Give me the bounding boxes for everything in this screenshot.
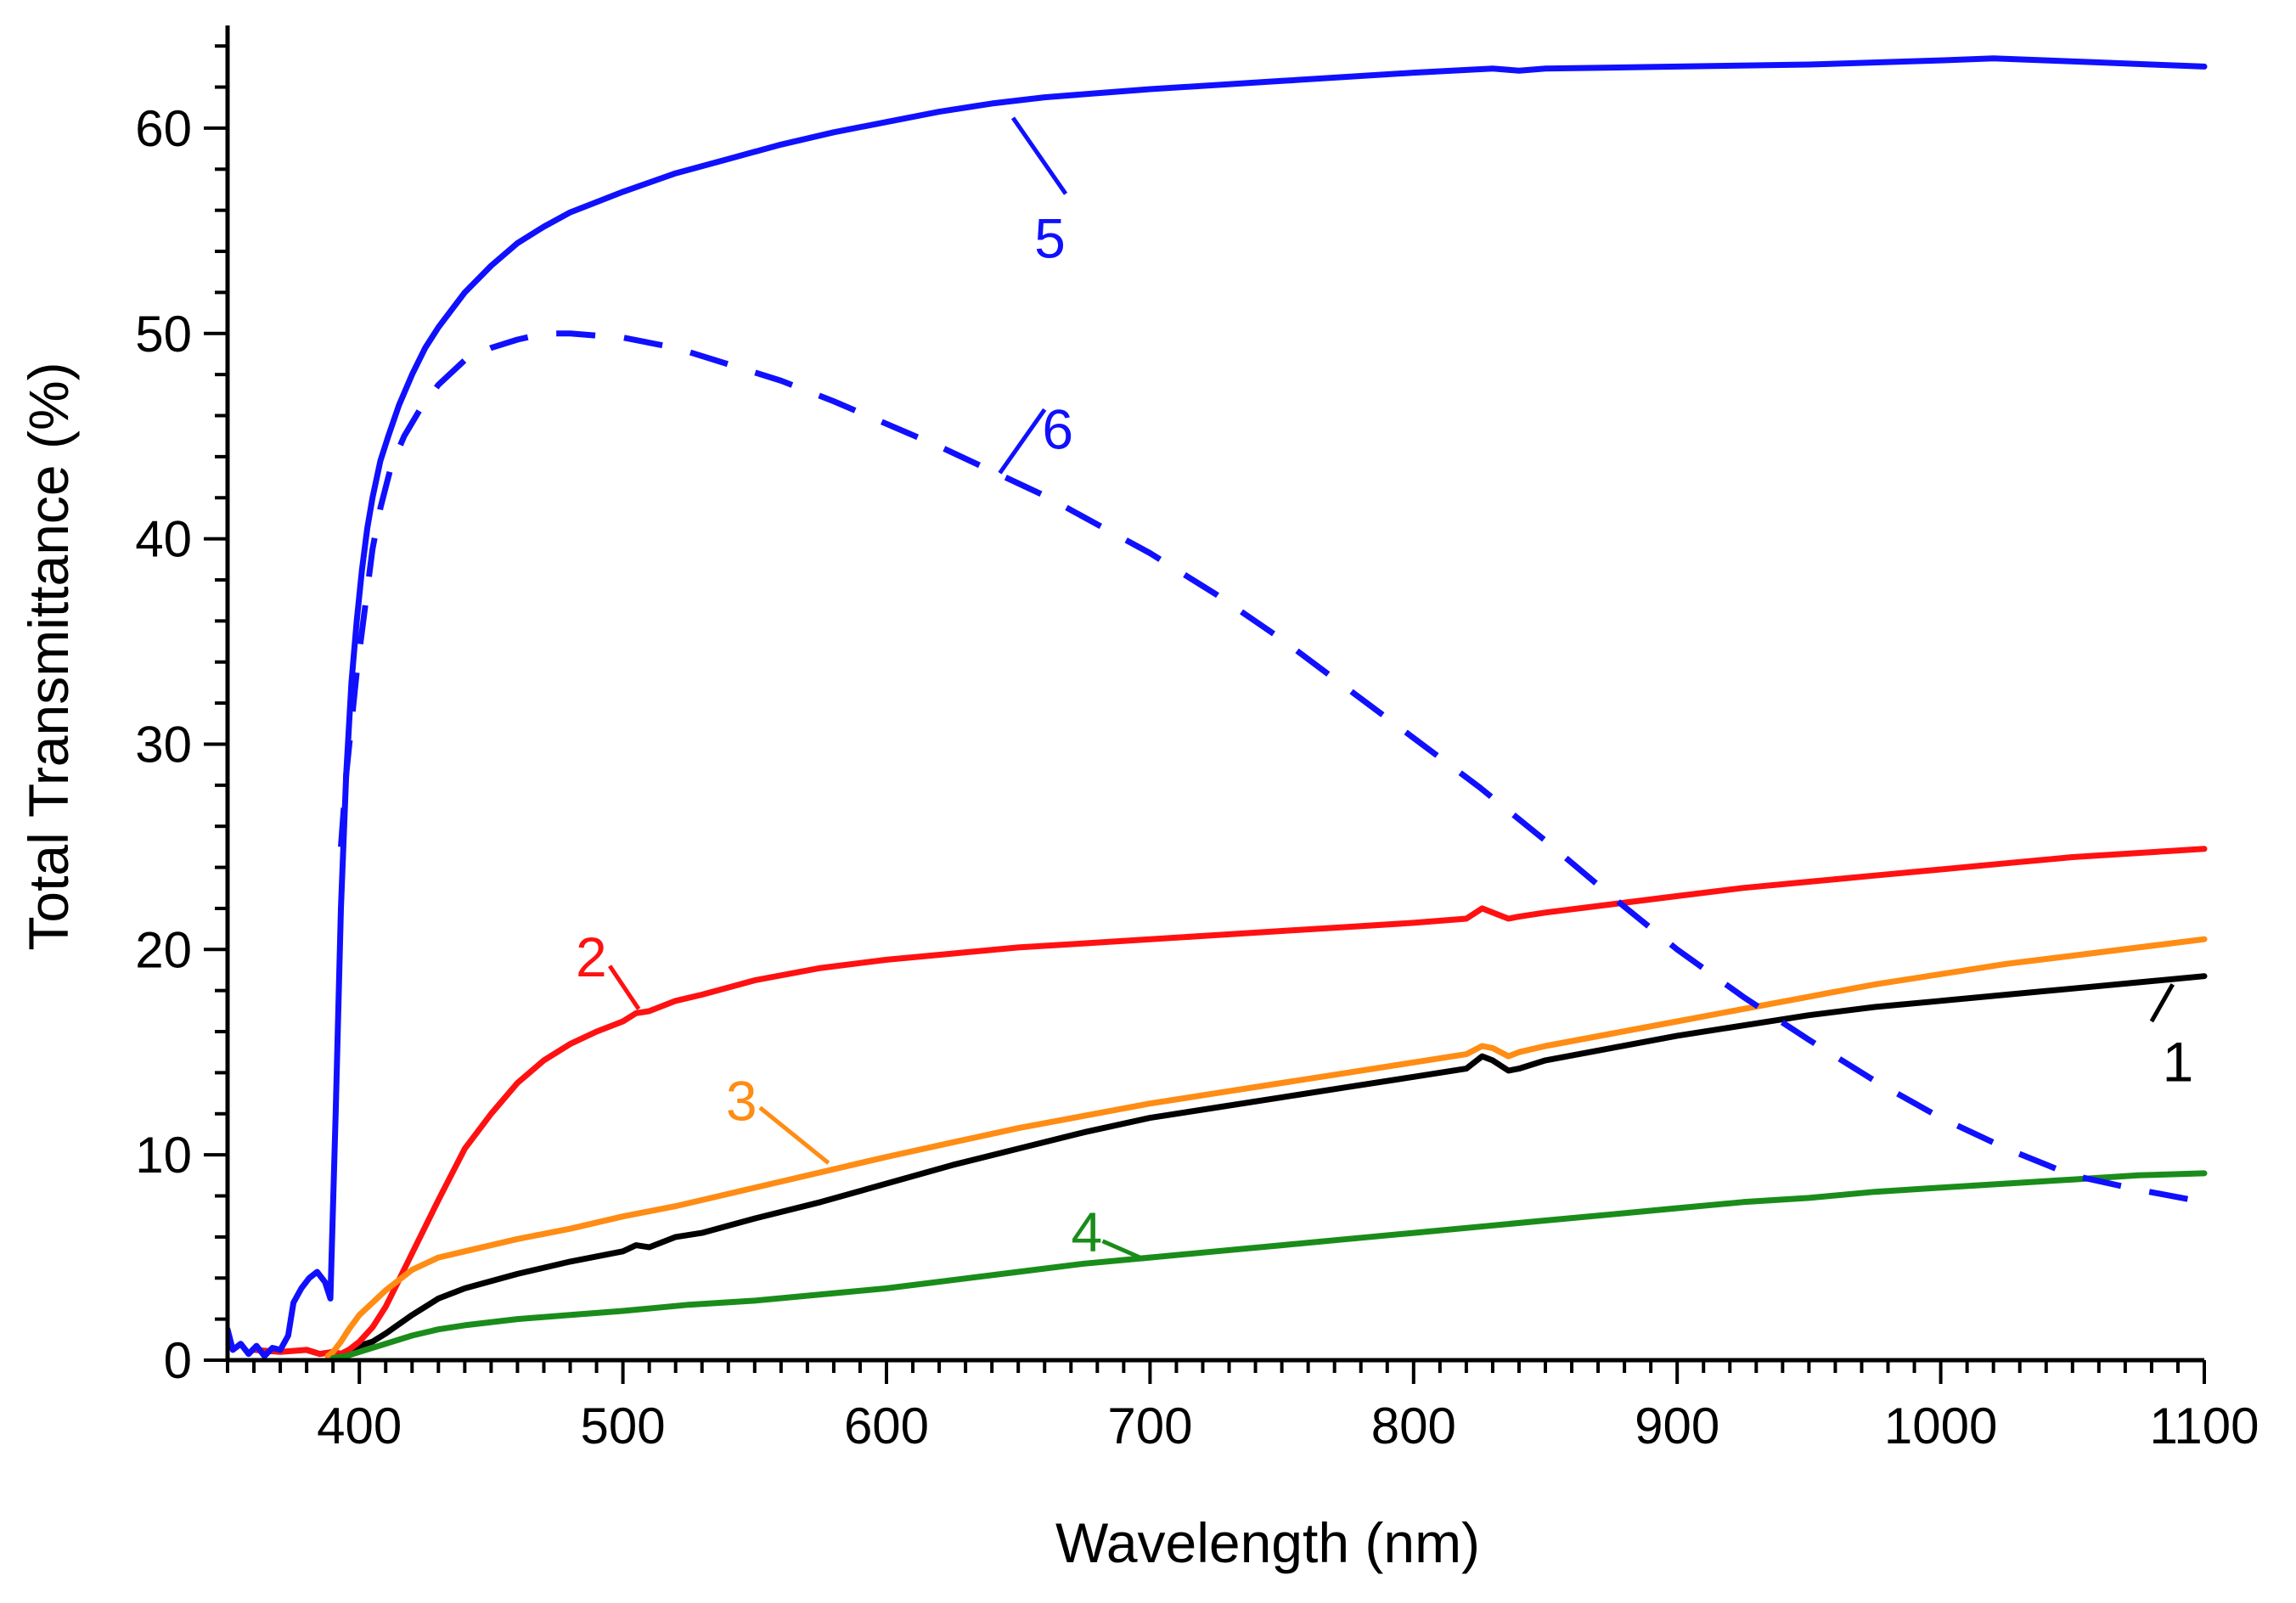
curve-labels: 1 2 3 4 5 6	[576, 116, 2194, 1263]
y-tick-label: 40	[135, 511, 192, 568]
curve-leader-4	[1101, 1239, 1146, 1262]
y-tick-label: 0	[164, 1332, 192, 1389]
series-line-2	[250, 846, 2208, 1358]
series-line-1	[303, 973, 2208, 1358]
y-tick-label: 50	[135, 306, 192, 363]
series-line-5	[228, 55, 2208, 1359]
axes: 400 500 600 700 800 900 1000 1100 0 10 20 30 40 50 60	[135, 25, 2259, 1454]
curve-label-4: 4	[1072, 1201, 1103, 1263]
x-axis-title: Wavelength (nm)	[1055, 1511, 1480, 1574]
series-layer	[228, 55, 2208, 1360]
y-tick-label: 20	[135, 921, 192, 978]
curve-leader-6	[998, 408, 1047, 475]
curve-leader-2	[608, 965, 641, 1010]
curve-label-5: 5	[1034, 207, 1066, 270]
x-tick-label: 800	[1371, 1398, 1456, 1454]
x-tick-label: 400	[317, 1398, 402, 1454]
curve-leader-5	[1010, 116, 1068, 195]
y-tick-label: 60	[135, 100, 192, 157]
y-tick-label: 30	[135, 716, 192, 773]
series-line-6	[338, 330, 2205, 1206]
x-tick-label: 600	[844, 1398, 929, 1454]
x-tick-label: 500	[581, 1398, 666, 1454]
curve-label-2: 2	[576, 925, 607, 988]
y-axis-title: Total Transmittance (%)	[17, 362, 80, 950]
curve-leader-1	[2149, 983, 2175, 1023]
y-tick-label: 10	[135, 1127, 192, 1184]
curve-label-1: 1	[2163, 1030, 2194, 1093]
x-tick-label: 900	[1635, 1398, 1719, 1454]
x-tick-label: 700	[1107, 1398, 1192, 1454]
series-line-4	[329, 1170, 2208, 1360]
curve-label-3: 3	[726, 1069, 757, 1132]
curve-leader-3	[758, 1105, 830, 1165]
x-tick-label: 1100	[2149, 1398, 2259, 1454]
x-tick-label: 1000	[1884, 1398, 1997, 1454]
curve-label-6: 6	[1042, 397, 1073, 460]
